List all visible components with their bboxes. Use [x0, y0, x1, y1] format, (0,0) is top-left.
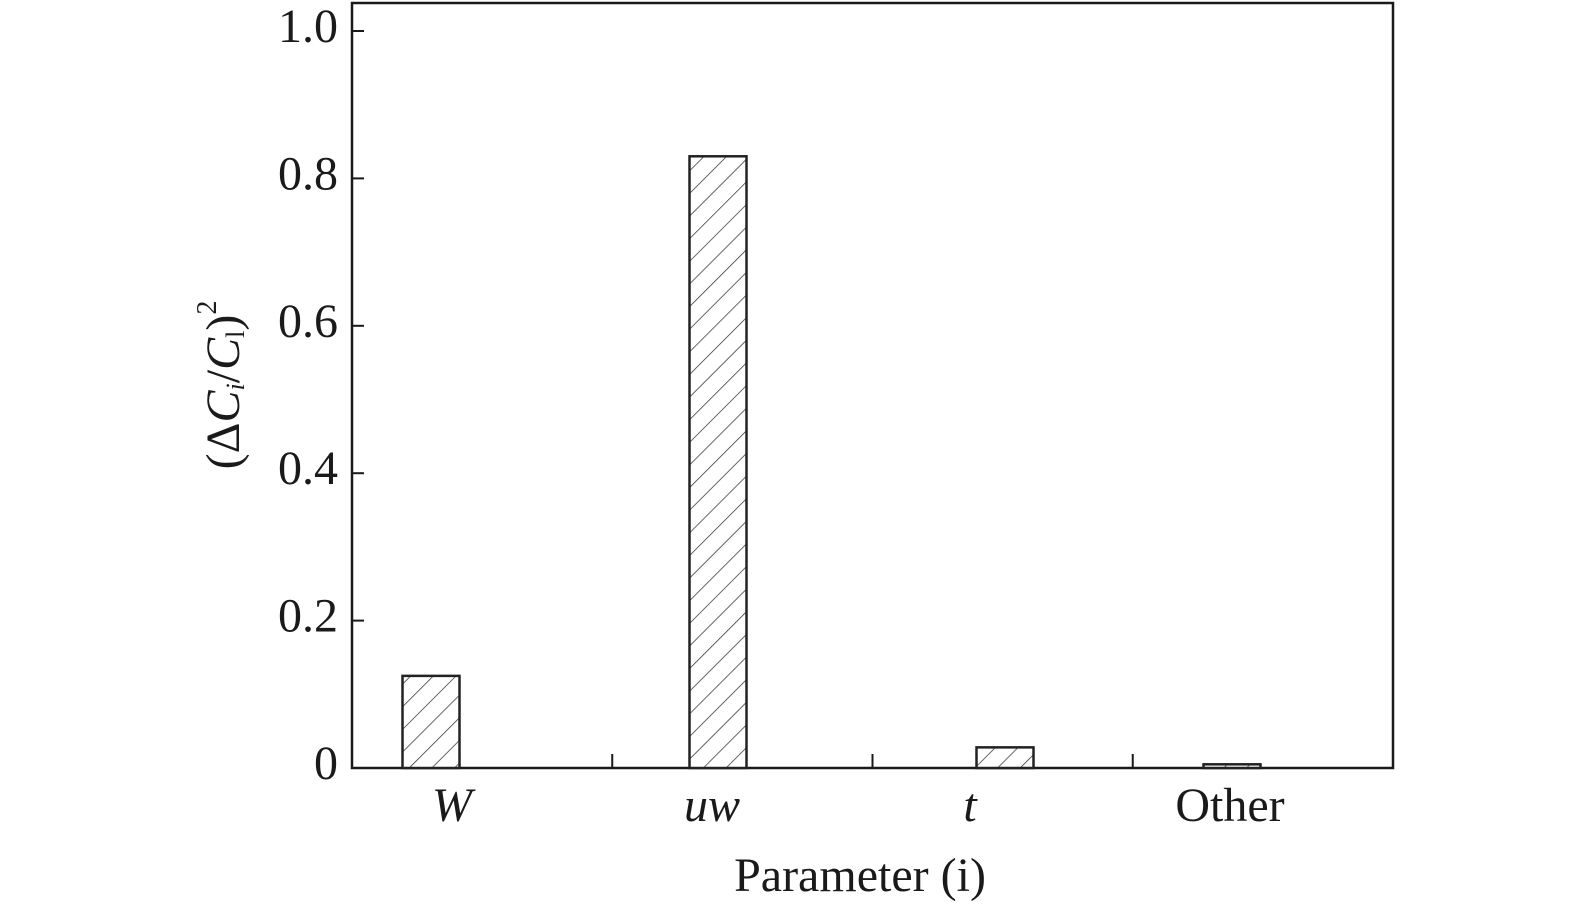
bar — [1202, 763, 1262, 770]
plot-frame — [350, 1, 1395, 770]
y-label-part: 2 — [192, 301, 223, 315]
bar — [401, 674, 461, 770]
x-tick-label: Other — [1175, 779, 1284, 832]
y-label-part: (Δ — [197, 422, 250, 469]
y-tick-label: 0.8 — [278, 147, 338, 200]
y-label-part: ) — [197, 315, 250, 331]
bar — [688, 155, 748, 770]
bar — [975, 746, 1035, 770]
y-tick-label: 1.0 — [278, 0, 338, 53]
y-label-part: i — [221, 383, 250, 390]
y-tick-label: 0 — [314, 737, 338, 790]
x-tick-label: uw — [684, 779, 740, 832]
y-label-part: C — [197, 389, 250, 422]
y-tick-label: 0.6 — [278, 295, 338, 348]
y-tick-label: 0.2 — [278, 590, 338, 643]
y-label-part: / — [197, 369, 250, 383]
y-label-part: l — [221, 331, 250, 338]
x-tick-label: t — [963, 779, 978, 832]
y-tick-label: 0.4 — [278, 442, 338, 495]
y-axis-label: (ΔCi/Cl)2 — [192, 301, 250, 470]
x-tick-label: W — [432, 779, 476, 832]
y-label-part: C — [197, 337, 250, 370]
x-axis-label: Parameter (i) — [734, 849, 986, 902]
